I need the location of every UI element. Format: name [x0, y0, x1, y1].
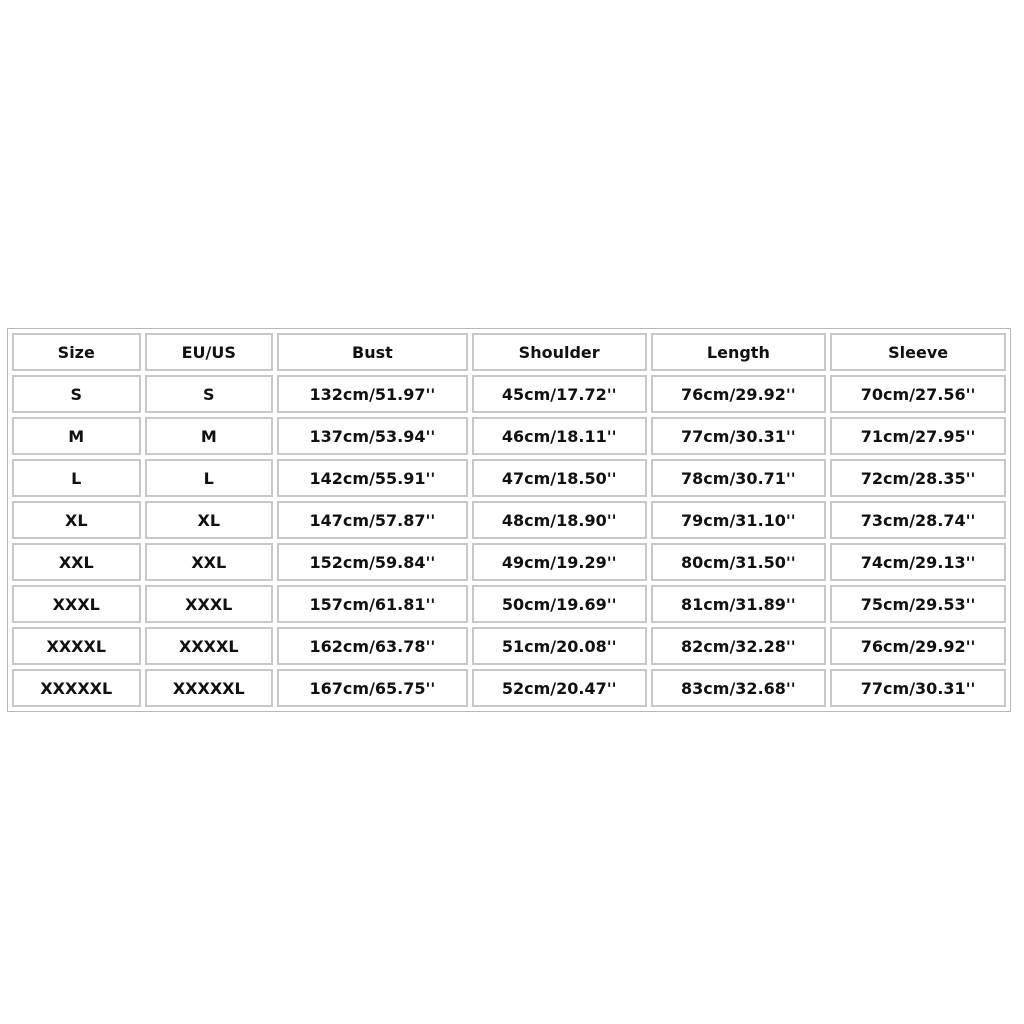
table-cell: 80cm/31.50'' — [650, 543, 827, 581]
table-cell: 83cm/32.68'' — [650, 669, 827, 707]
table-cell: 47cm/18.50'' — [471, 459, 647, 497]
table-cell: 79cm/31.10'' — [650, 501, 827, 539]
table-cell: XXXXXL — [12, 669, 141, 707]
table-cell: 71cm/27.95'' — [830, 417, 1006, 455]
table-cell: 167cm/65.75'' — [277, 669, 468, 707]
table-cell: XXL — [144, 543, 274, 581]
table-cell: 74cm/29.13'' — [830, 543, 1006, 581]
table-cell: 72cm/28.35'' — [830, 459, 1006, 497]
header-cell: Size — [12, 333, 141, 371]
table-cell: 46cm/18.11'' — [471, 417, 647, 455]
table-cell: 78cm/30.71'' — [650, 459, 827, 497]
table-cell: XXXXL — [12, 627, 141, 665]
table-cell: 49cm/19.29'' — [471, 543, 647, 581]
table-cell: 51cm/20.08'' — [471, 627, 647, 665]
header-row: Size EU/US Bust Shoulder Length Sleeve — [12, 333, 1006, 371]
table-cell: 50cm/19.69'' — [471, 585, 647, 623]
table-cell: M — [144, 417, 274, 455]
table-cell: 76cm/29.92'' — [650, 375, 827, 413]
table-cell: 52cm/20.47'' — [471, 669, 647, 707]
table-cell: 70cm/27.56'' — [830, 375, 1006, 413]
table-row: XXXXL XXXXL 162cm/63.78'' 51cm/20.08'' 82cm/… — [12, 627, 1006, 665]
table-cell: 132cm/51.97'' — [277, 375, 468, 413]
table-cell: 77cm/30.31'' — [650, 417, 827, 455]
table-cell: 137cm/53.94'' — [277, 417, 468, 455]
table-row: XL XL 147cm/57.87'' 48cm/18.90'' 79cm/31.10'… — [12, 501, 1006, 539]
table-row: XXXXXL XXXXXL 167cm/65.75'' 52cm/20.47'' 83c… — [12, 669, 1006, 707]
table-row: S S 132cm/51.97'' 45cm/17.72'' 76cm/29.92'' 7… — [12, 375, 1006, 413]
table-row: M M 137cm/53.94'' 46cm/18.11'' 77cm/30.31'' 7… — [12, 417, 1006, 455]
size-chart-body: Size EU/US Bust Shoulder Length Sleeve S… — [12, 333, 1006, 707]
table-cell: 77cm/30.31'' — [830, 669, 1006, 707]
header-cell: EU/US — [144, 333, 274, 371]
table-cell: 157cm/61.81'' — [277, 585, 468, 623]
table-cell: 81cm/31.89'' — [650, 585, 827, 623]
table-cell: 76cm/29.92'' — [830, 627, 1006, 665]
table-cell: 75cm/29.53'' — [830, 585, 1006, 623]
table-row: XXL XXL 152cm/59.84'' 49cm/19.29'' 80cm/31.5… — [12, 543, 1006, 581]
header-cell: Sleeve — [830, 333, 1006, 371]
table-cell: 142cm/55.91'' — [277, 459, 468, 497]
table-cell: XXXL — [12, 585, 141, 623]
table-cell: M — [12, 417, 141, 455]
table-cell: 73cm/28.74'' — [830, 501, 1006, 539]
header-cell: Length — [650, 333, 827, 371]
table-cell: 162cm/63.78'' — [277, 627, 468, 665]
table-cell: S — [12, 375, 141, 413]
table-cell: XXXXL — [144, 627, 274, 665]
header-cell: Shoulder — [471, 333, 647, 371]
table-cell: 48cm/18.90'' — [471, 501, 647, 539]
table-cell: XXXXXL — [144, 669, 274, 707]
table-cell: XXXL — [144, 585, 274, 623]
table-cell: XL — [144, 501, 274, 539]
header-cell: Bust — [277, 333, 468, 371]
table-cell: 147cm/57.87'' — [277, 501, 468, 539]
table-cell: 152cm/59.84'' — [277, 543, 468, 581]
table-cell: 82cm/32.28'' — [650, 627, 827, 665]
size-chart-table: Size EU/US Bust Shoulder Length Sleeve S… — [7, 328, 1011, 712]
table-row: XXXL XXXL 157cm/61.81'' 50cm/19.69'' 81cm/31… — [12, 585, 1006, 623]
table-cell: XXL — [12, 543, 141, 581]
table-cell: L — [144, 459, 274, 497]
table-cell: 45cm/17.72'' — [471, 375, 647, 413]
table-cell: XL — [12, 501, 141, 539]
table-cell: S — [144, 375, 274, 413]
table-cell: L — [12, 459, 141, 497]
table-row: L L 142cm/55.91'' 47cm/18.50'' 78cm/30.71'' 7… — [12, 459, 1006, 497]
